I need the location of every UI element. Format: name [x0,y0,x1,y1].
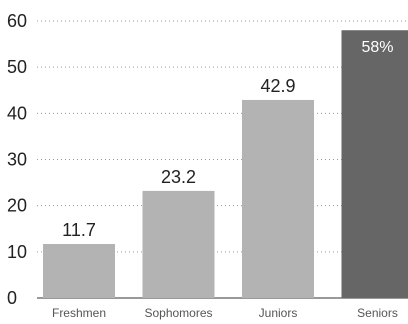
y-tick-label-50: 50 [7,57,27,77]
bar-seniors [341,30,408,298]
x-tick-label-freshmen: Freshmen [52,306,106,320]
bar-freshmen [43,243,115,298]
data-label-juniors: 42.9 [260,76,295,96]
data-label-sophomores: 23.2 [161,167,196,187]
x-tick-label-seniors: Seniors [357,306,398,320]
data-label-seniors: 58% [361,39,393,56]
y-tick-label-0: 0 [7,288,17,308]
y-tick-label-20: 20 [7,196,27,216]
x-tick-label-sophomores: Sophomores [144,306,212,320]
y-tick-label-40: 40 [7,103,27,123]
y-tick-label-10: 10 [7,242,27,262]
y-tick-label-30: 30 [7,150,27,170]
y-tick-label-60: 60 [7,11,27,31]
bar-sophomores [142,190,215,298]
bar-juniors [242,99,314,298]
data-label-freshmen: 11.7 [62,220,96,240]
x-tick-label-juniors: Juniors [259,306,298,320]
